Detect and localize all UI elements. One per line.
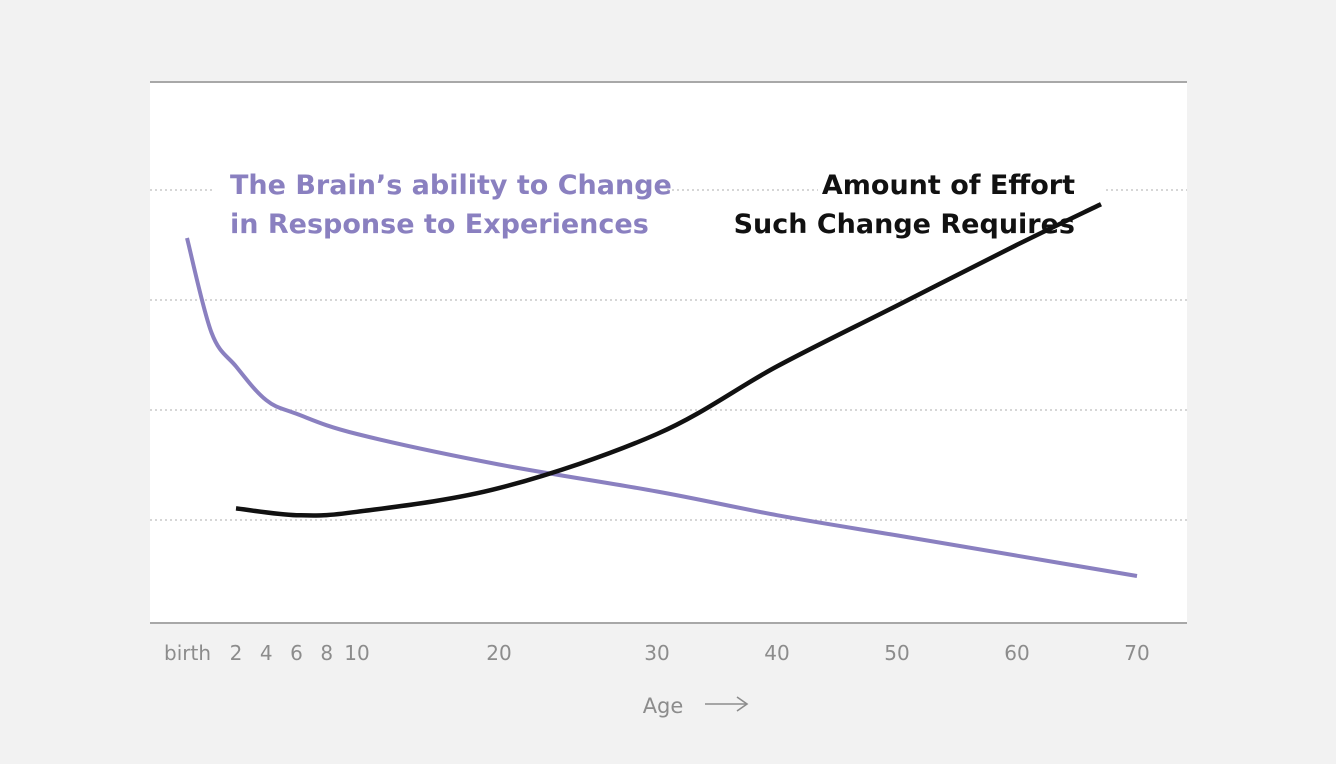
x-tick-label: 30: [644, 641, 669, 665]
x-tick-label: 40: [764, 641, 789, 665]
x-tick-label: 2: [230, 641, 243, 665]
x-axis-label: Age: [643, 694, 684, 718]
arrow-right-icon: [705, 696, 749, 712]
series-line-brain-ability: [185, 237, 1138, 578]
x-tick-label: 60: [1004, 641, 1029, 665]
x-tick-label: 20: [486, 641, 511, 665]
x-tick-labels: birth 2 4 6 8 10 20 30 40 50 60 70: [164, 641, 1150, 665]
plot-background: [150, 82, 1187, 623]
legend-label-effort-line-2: Such Change Requires: [734, 209, 1075, 240]
x-tick-label: 70: [1124, 641, 1149, 665]
x-tick-label: 4: [260, 641, 273, 665]
x-tick-label: birth: [164, 641, 211, 665]
series-line-effort: [235, 202, 1102, 518]
legend-label-effort-line-1: Amount of Effort: [822, 170, 1075, 201]
gridlines: [150, 189, 1187, 521]
x-tick-label: 6: [290, 641, 303, 665]
x-tick-label: 8: [320, 641, 333, 665]
legend-label-brain-ability-line-1: The Brain’s ability to Change: [230, 170, 672, 201]
legend-label-brain-ability-line-2: in Response to Experiences: [230, 209, 649, 240]
x-tick-label: 50: [884, 641, 909, 665]
series-lines: [185, 202, 1138, 578]
x-tick-label: 10: [344, 641, 369, 665]
